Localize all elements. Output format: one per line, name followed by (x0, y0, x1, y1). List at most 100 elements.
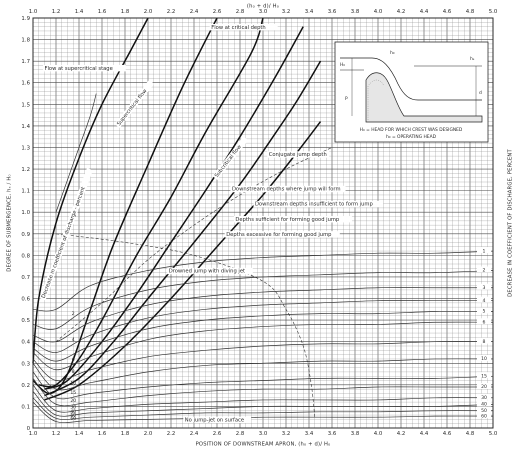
x-tick-label-top: 3.2 (282, 9, 291, 15)
y-tick-label: 0.1 (21, 404, 30, 410)
y-tick-label: 1.5 (21, 102, 30, 108)
top-axis-ticks: 1.0 1.2 1.4 1.6 1.8 2.0 2.2 2.4 2.6 2.8 3.0 3.2 3.4 3… (29, 9, 498, 15)
series-line-1 (38, 17, 264, 388)
contour-label-right: 60 (481, 413, 487, 419)
series-line-9 (32, 270, 494, 330)
contour-label-bg (477, 400, 491, 407)
series-line-10 (32, 287, 493, 343)
y-tick-label: 1.3 (21, 145, 30, 151)
x-tick-label: 4.6 (443, 431, 452, 437)
x-tick-label: 3.0 (259, 431, 268, 437)
x-tick-label-top: 3.8 (351, 9, 360, 15)
contour-label-bg (477, 247, 491, 254)
annotation: Depths excessive for forming good jump (226, 232, 332, 238)
x-tick-label-top: 4.8 (466, 9, 475, 15)
contour-label-left: 8 (72, 369, 75, 375)
annotation: Conjugate jump depth (269, 152, 327, 158)
y-tick-label: 1.2 (21, 167, 30, 173)
contour-label-right: 10 (481, 356, 487, 362)
x-tick-label-top: 1.0 (29, 9, 38, 15)
annotation: Flow at supercritical stage (45, 66, 113, 72)
x-tick-label-top: 1.6 (98, 9, 107, 15)
x-tick-label-top: 2.0 (144, 9, 153, 15)
x-tick-label: 1.0 (29, 431, 38, 437)
y-tick-label: 1.6 (21, 81, 30, 87)
x-tick-label: 1.4 (75, 431, 84, 437)
contour-label-left: 30 (70, 404, 76, 410)
contour-label-right: 3 (483, 285, 486, 291)
y-tick-label: 0.9 (21, 232, 30, 238)
y-tick-label: 0.4 (21, 340, 30, 346)
contour-label-left: 2 (72, 311, 75, 317)
x-tick-label-top: 4.2 (397, 9, 406, 15)
inset-legend-h0: h₀ = OPERATING HEAD (386, 134, 437, 140)
x-tick-label: 4.4 (420, 431, 429, 437)
x-tick-label-top: 1.8 (121, 9, 130, 15)
left-axis-ticks: 0 0.1 0.2 0.3 0.4 0.5 0.6 0.7 0.8 0.9 1.0 1.1 1.2 1.3… (21, 16, 30, 432)
x-tick-label: 2.4 (190, 431, 199, 437)
y-tick-label: 1.7 (21, 59, 30, 65)
annotation-bg (167, 267, 253, 275)
inset-label-d: d (479, 90, 482, 96)
bottom-axis-ticks: 1.0 1.2 1.4 1.6 1.8 2.0 2.2 2.4 2.6 2.8 3.0 3.2 3.4 3… (29, 431, 498, 437)
series-line-11 (32, 300, 493, 353)
contour-label-left: 20 (70, 398, 76, 404)
x-tick-label: 4.2 (397, 431, 406, 437)
inset-label-h0: h₀ (390, 50, 395, 56)
contour-label-right: 8 (483, 339, 486, 345)
series-line-20 (32, 397, 494, 420)
series-line-8 (32, 250, 494, 312)
annotation: Depths sufficient for forming good jump (235, 217, 340, 223)
contour-label-right: 30 (481, 395, 487, 401)
annotation-bg (114, 79, 155, 129)
x-tick-label: 2.0 (144, 431, 153, 437)
x-tick-label-top: 1.4 (75, 9, 84, 15)
x-tick-label: 1.6 (98, 431, 107, 437)
x-tick-label-top: 3.0 (259, 9, 268, 15)
annotation: Downstream depths insufficient to form j… (255, 202, 374, 208)
contour-label-left: 15 (70, 390, 76, 396)
inset-water-surface (340, 57, 482, 101)
contour-label-right: 1 (483, 248, 486, 254)
contour-label-right: 4 (483, 298, 486, 304)
y-tick-label: 1.9 (21, 16, 30, 22)
contour-label-bg (477, 406, 491, 413)
contour-label-left: 50 (70, 413, 76, 419)
x-tick-label: 5.0 (489, 431, 498, 437)
x-tick-label: 4.8 (466, 431, 475, 437)
contour-label-bg (477, 383, 491, 389)
annotation-bg (39, 167, 93, 301)
inset-label-H0: H₀ (340, 62, 345, 68)
inset-label-hs: hₛ (470, 56, 475, 62)
y-tick-label: 0.5 (21, 318, 30, 324)
y-tick-label: 1.8 (21, 38, 30, 44)
x-tick-label: 2.6 (213, 431, 222, 437)
series-line-15 (32, 358, 494, 391)
contour-label-right: 50 (481, 408, 487, 414)
x-tick-label-top: 4.6 (443, 9, 452, 15)
series-line-22 (55, 233, 316, 418)
contour-label-bg (477, 412, 491, 419)
annotation-bg (224, 231, 340, 238)
y-tick-label: 1.1 (21, 189, 30, 195)
x-tick-label-top: 5.0 (489, 9, 498, 15)
x-tick-label-top: 4.4 (420, 9, 429, 15)
series-line-18 (32, 384, 494, 413)
y-tick-label: 0.3 (21, 361, 30, 367)
x-tick-label-top: 2.8 (236, 9, 245, 15)
annotation: Drowned jump with diving jet (169, 269, 245, 275)
contour-label-bg (477, 318, 491, 325)
contour-label-bg (477, 372, 491, 379)
contour-label-bg (477, 393, 491, 400)
contour-label-left: 6 (72, 357, 75, 363)
series-line-14 (32, 341, 494, 382)
contour-label-bg (477, 307, 491, 314)
y-tick-label: 1.0 (21, 210, 30, 216)
x-tick-label: 1.2 (52, 431, 61, 437)
inset-legend-H0: H₀ = HEAD FOR WHICH CREST WAS DESIGNED (360, 127, 463, 133)
y-tick-label: 0.2 (21, 383, 30, 389)
y-tick-label: 0.8 (21, 253, 30, 259)
contour-label-left: 40 (70, 409, 76, 415)
contour-label-left: 10 (70, 380, 76, 386)
